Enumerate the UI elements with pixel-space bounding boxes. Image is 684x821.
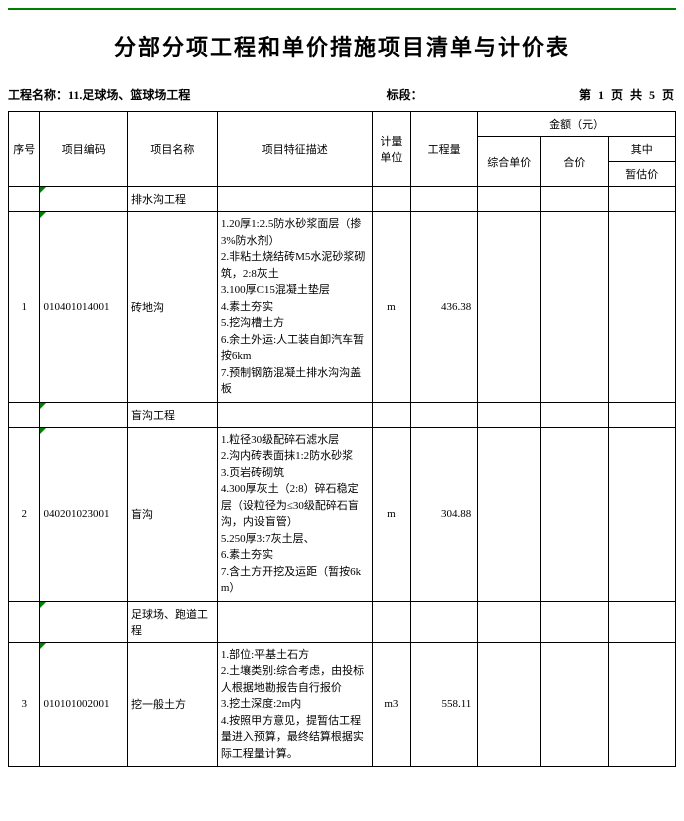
cell-name: 挖一般土方 (128, 642, 218, 767)
main-table: 序号 项目编码 项目名称 项目特征描述 计量单位 工程量 金额（元） 综合单价 … (8, 111, 676, 767)
table-row: 盲沟工程 (9, 402, 676, 427)
th-total: 合价 (541, 137, 608, 187)
cell-total (541, 427, 608, 601)
cell-code (40, 601, 128, 642)
th-zangu: 暂估价 (608, 162, 675, 187)
cell-desc (217, 187, 372, 212)
cell-qty (410, 601, 477, 642)
cell-seq (9, 601, 40, 642)
table-row: 3010101002001挖一般土方1.部位:平基土石方2.土壤类别:综合考虑，… (9, 642, 676, 767)
cell-seq: 2 (9, 427, 40, 601)
cell-uprice (478, 642, 541, 767)
meta-section: 标段： (190, 86, 579, 103)
cell-total (541, 601, 608, 642)
th-name: 项目名称 (128, 112, 218, 187)
cell-uprice (478, 601, 541, 642)
th-amount: 金额（元） (478, 112, 676, 137)
meta-row: 工程名称：11.足球场、篮球场工程 标段： 第 1 页 共 5 页 (8, 86, 676, 103)
table-body: 排水沟工程1010401014001砖地沟1.20厚1:2.5防水砂浆面层（掺3… (9, 187, 676, 767)
cell-qty: 304.88 (410, 427, 477, 601)
cell-zangu (608, 642, 675, 767)
cell-unit (372, 601, 410, 642)
cell-code (40, 187, 128, 212)
section-label: 标段： (387, 88, 423, 102)
table-row: 排水沟工程 (9, 187, 676, 212)
cell-desc (217, 601, 372, 642)
th-qizhong: 其中 (608, 137, 675, 162)
page-title: 分部分项工程和单价措施项目清单与计价表 (8, 30, 676, 62)
cell-seq (9, 187, 40, 212)
cell-zangu (608, 402, 675, 427)
cell-code: 010401014001 (40, 212, 128, 403)
cell-total (541, 187, 608, 212)
cell-unit: m (372, 427, 410, 601)
cell-desc: 1.粒径30级配碎石滤水层2.沟内砖表面抹1:2防水砂浆3.页岩砖砌筑4.300… (217, 427, 372, 601)
cell-section-name: 盲沟工程 (128, 402, 218, 427)
top-accent-line (8, 8, 676, 10)
cell-qty (410, 187, 477, 212)
th-desc: 项目特征描述 (217, 112, 372, 187)
table-row: 足球场、跑道工程 (9, 601, 676, 642)
meta-page: 第 1 页 共 5 页 (579, 86, 676, 103)
cell-seq (9, 402, 40, 427)
meta-project: 工程名称：11.足球场、篮球场工程 (8, 86, 190, 103)
cell-zangu (608, 212, 675, 403)
cell-uprice (478, 212, 541, 403)
project-label: 工程名称： (8, 88, 68, 102)
cell-total (541, 212, 608, 403)
cell-zangu (608, 187, 675, 212)
cell-code (40, 402, 128, 427)
cell-desc: 1.20厚1:2.5防水砂浆面层（掺3%防水剂）2.非粘土烧结砖M5水泥砂浆砌筑… (217, 212, 372, 403)
th-unit: 计量单位 (372, 112, 410, 187)
cell-desc: 1.部位:平基土石方2.土壤类别:综合考虑，由投标人根据地勘报告自行报价3.挖土… (217, 642, 372, 767)
cell-unit: m3 (372, 642, 410, 767)
project-name: 11.足球场、篮球场工程 (68, 88, 190, 102)
th-qty: 工程量 (410, 112, 477, 187)
cell-total (541, 402, 608, 427)
cell-section-name: 排水沟工程 (128, 187, 218, 212)
table-row: 1010401014001砖地沟1.20厚1:2.5防水砂浆面层（掺3%防水剂）… (9, 212, 676, 403)
th-uprice: 综合单价 (478, 137, 541, 187)
cell-uprice (478, 402, 541, 427)
cell-code: 040201023001 (40, 427, 128, 601)
cell-zangu (608, 427, 675, 601)
cell-unit (372, 402, 410, 427)
cell-qty: 558.11 (410, 642, 477, 767)
cell-unit (372, 187, 410, 212)
th-seq: 序号 (9, 112, 40, 187)
table-row: 2040201023001盲沟1.粒径30级配碎石滤水层2.沟内砖表面抹1:2防… (9, 427, 676, 601)
cell-name: 盲沟 (128, 427, 218, 601)
cell-zangu (608, 601, 675, 642)
cell-seq: 3 (9, 642, 40, 767)
cell-unit: m (372, 212, 410, 403)
cell-qty: 436.38 (410, 212, 477, 403)
cell-seq: 1 (9, 212, 40, 403)
cell-uprice (478, 187, 541, 212)
cell-section-name: 足球场、跑道工程 (128, 601, 218, 642)
table-header: 序号 项目编码 项目名称 项目特征描述 计量单位 工程量 金额（元） 综合单价 … (9, 112, 676, 187)
cell-total (541, 642, 608, 767)
th-code: 项目编码 (40, 112, 128, 187)
cell-name: 砖地沟 (128, 212, 218, 403)
cell-desc (217, 402, 372, 427)
cell-uprice (478, 427, 541, 601)
cell-qty (410, 402, 477, 427)
cell-code: 010101002001 (40, 642, 128, 767)
